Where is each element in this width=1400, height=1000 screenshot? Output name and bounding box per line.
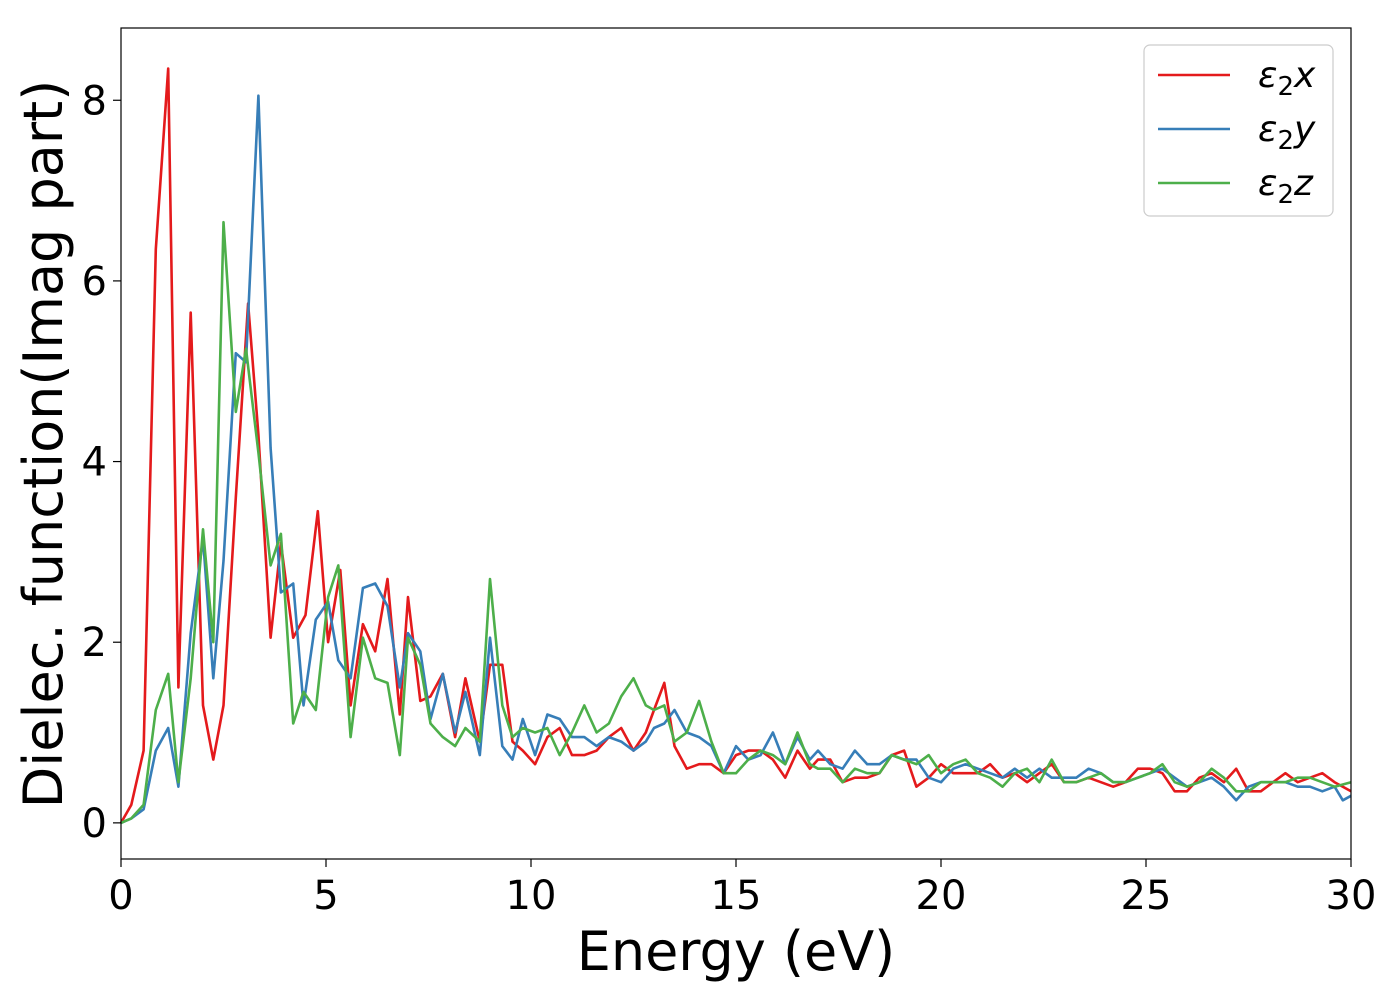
legend-label-0: ε2x [1258,55,1316,102]
x-axis-ticks: 0 5 10 15 20 25 30 [108,859,1376,919]
x-axis-label: Energy (eV) [577,920,896,983]
plot-lines [119,67,1352,825]
legend-label-1: ε2y [1258,109,1316,156]
legend: ε2x ε2y ε2z [1143,44,1334,217]
y-tick-label: 0 [82,801,107,847]
legend-box [1143,44,1334,217]
series-line-2 [120,220,1352,825]
x-tick-label: 30 [1326,873,1377,919]
series-line-0 [119,67,1352,824]
legend-label-2: ε2z [1258,163,1314,210]
y-axis-ticks: 0 2 4 6 8 [82,78,121,847]
y-tick-label: 2 [82,620,107,666]
x-tick-label: 5 [313,873,338,919]
y-tick-label: 8 [82,78,107,124]
x-tick-label: 15 [711,873,762,919]
y-tick-label: 6 [82,259,107,305]
y-tick-label: 4 [82,440,107,486]
x-tick-label: 20 [916,873,967,919]
x-tick-label: 0 [108,873,133,919]
y-axis-label: Dielec. function(Imag part) [12,80,75,809]
x-tick-label: 25 [1121,873,1172,919]
x-tick-label: 10 [506,873,557,919]
